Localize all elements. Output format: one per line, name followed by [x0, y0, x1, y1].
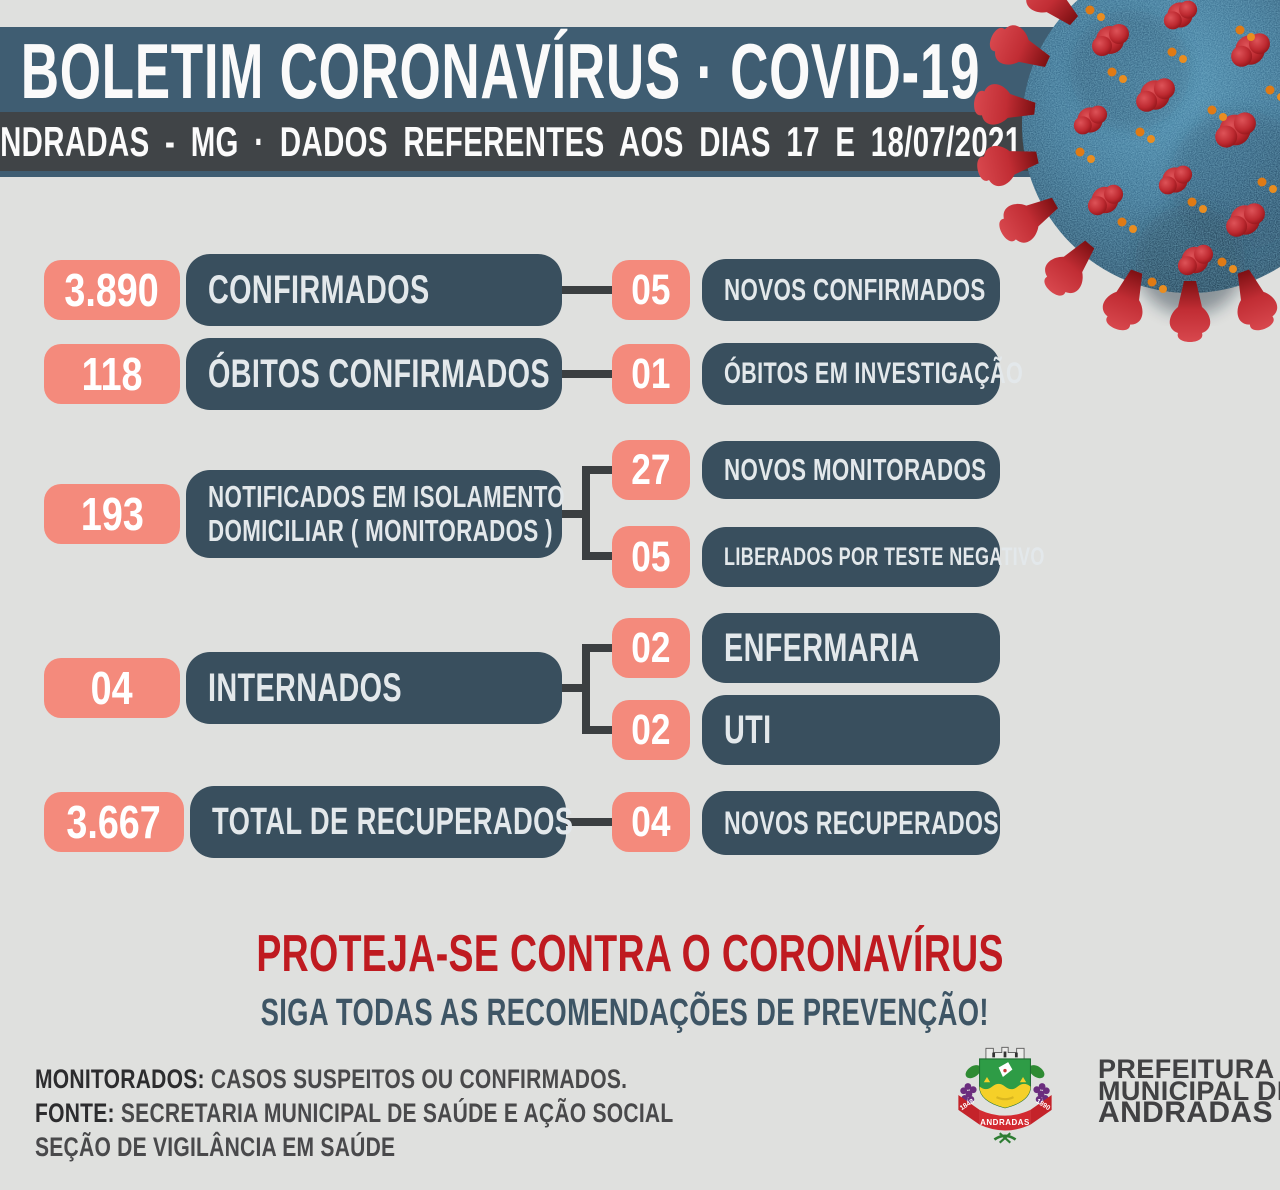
footer-notes: MONITORADOS: CASOS SUSPEITOS OU CONFIRMA… [35, 1062, 854, 1164]
obitos-investigacao-label: ÓBITOS EM INVESTIGAÇÃO [724, 357, 1024, 390]
bracket-monitorados-stub [558, 510, 590, 518]
bracket-monitorados-vertical [582, 466, 590, 560]
bracket-internados-bottom [582, 726, 614, 734]
connector-recuperados [562, 818, 616, 826]
obitos-label-pill: ÓBITOS CONFIRMADOS [186, 338, 562, 410]
confirmados-label-pill: CONFIRMADOS [186, 254, 562, 326]
monitorados-count: 193 [80, 488, 144, 540]
warning-subheading-text: SIGA TODAS AS RECOMENDAÇÕES DE PREVENÇÃO… [260, 992, 990, 1034]
city-hall-wordmark: PREFEITURA MUNICIPAL DE ANDRADAS [1098, 1054, 1280, 1129]
obitos-count: 118 [81, 348, 143, 400]
footer-fonte-text: SECRETARIA MUNICIPAL DE SAÚDE E AÇÃO SOC… [114, 1097, 674, 1128]
footer-line-monitorados: MONITORADOS: CASOS SUSPEITOS OU CONFIRMA… [35, 1062, 854, 1096]
obitos-investigacao-label-pill: ÓBITOS EM INVESTIGAÇÃO [702, 343, 1023, 405]
connector-confirmados [558, 286, 616, 294]
novos-monitorados-label: NOVOS MONITORADOS [724, 452, 987, 487]
liberados-label-pill: LIBERADOS POR TESTE NEGATIVO [702, 527, 1044, 587]
liberados-label: LIBERADOS POR TESTE NEGATIVO [724, 542, 1045, 571]
footer-fonte-label: FONTE: [35, 1097, 115, 1128]
recuperados-count-badge: 3.667 [44, 792, 184, 852]
confirmados-count: 3.890 [64, 264, 160, 316]
novos-monitorados-count: 27 [631, 445, 671, 494]
uti-label-pill: UTI [702, 695, 1000, 765]
footer-line-fonte: FONTE: SECRETARIA MUNICIPAL DE SAÚDE E A… [35, 1096, 854, 1130]
ribbon-name: ANDRADAS [980, 1118, 1030, 1127]
novos-recuperados-label: NOVOS RECUPERADOS [724, 804, 999, 841]
page-title-text: BOLETIM CORONAVÍRUS · COVID-19 [20, 26, 980, 115]
obitos-investigacao-count: 01 [631, 349, 671, 398]
uti-label: UTI [724, 707, 772, 752]
monitorados-label-line1: NOTIFICADOS EM ISOLAMENTO [208, 478, 566, 514]
page-title: BOLETIM CORONAVÍRUS · COVID-19 [0, 27, 1000, 115]
obitos-label: ÓBITOS CONFIRMADOS [208, 351, 550, 396]
recuperados-count: 3.667 [66, 796, 162, 848]
recuperados-label-pill: TOTAL DE RECUPERADOS [190, 786, 573, 858]
enfermaria-label-pill: ENFERMARIA [702, 613, 1000, 683]
novos-confirmados-count: 05 [631, 265, 671, 314]
wordmark-line3: ANDRADAS [1098, 1096, 1273, 1129]
recuperados-label: TOTAL DE RECUPERADOS [212, 800, 574, 843]
uti-count-badge: 02 [612, 700, 690, 760]
wordmark-line2: MUNICIPAL DE [1098, 1076, 1280, 1106]
uti-count: 02 [631, 705, 671, 754]
confirmados-count-badge: 3.890 [44, 260, 180, 320]
novos-recuperados-count: 04 [631, 797, 671, 846]
footer-line-secao: SEÇÃO DE VIGILÂNCIA EM SAÚDE [35, 1130, 854, 1164]
obitos-count-badge: 118 [44, 344, 180, 404]
enfermaria-label: ENFERMARIA [724, 625, 920, 670]
bracket-internados-stub [558, 684, 590, 692]
enfermaria-count: 02 [631, 623, 671, 672]
footer-monitorados-text: CASOS SUSPEITOS OU CONFIRMADOS. [204, 1063, 628, 1094]
connector-obitos [558, 370, 616, 378]
bracket-monitorados-top [582, 466, 614, 474]
warning-heading-text: PROTEJA-SE CONTRA O CORONAVÍRUS [256, 925, 1004, 983]
novos-monitorados-count-badge: 27 [612, 440, 690, 500]
bracket-monitorados-bottom [582, 552, 614, 560]
liberados-count: 05 [631, 532, 671, 581]
internados-label: INTERNADOS [208, 665, 403, 710]
bracket-internados-top [582, 644, 614, 652]
internados-label-pill: INTERNADOS [186, 652, 562, 724]
monitorados-count-badge: 193 [44, 484, 180, 544]
monitorados-label-line2: DOMICILIAR ( MONITORADOS ) [208, 513, 553, 548]
internados-count: 04 [91, 662, 133, 714]
footer-monitorados-label: MONITORADOS: [35, 1063, 205, 1094]
obitos-investigacao-count-badge: 01 [612, 344, 690, 404]
confirmados-label: CONFIRMADOS [208, 267, 430, 312]
coronavirus-image [972, 0, 1280, 342]
andradas-coat-of-arms: 1848 ANDRADAS 1890 [958, 1046, 1052, 1144]
novos-confirmados-label-pill: NOVOS CONFIRMADOS [702, 259, 1000, 321]
warning-heading: PROTEJA-SE CONTRA O CORONAVÍRUS [0, 924, 1260, 984]
liberados-count-badge: 05 [612, 526, 690, 588]
footer-secao-text: SEÇÃO DE VIGILÂNCIA EM SAÚDE [35, 1131, 396, 1162]
warning-subheading: SIGA TODAS AS RECOMENDAÇÕES DE PREVENÇÃO… [0, 992, 1250, 1035]
page-subtitle: ANDRADAS - MG · DADOS REFERENTES AOS DIA… [0, 114, 1021, 169]
novos-recuperados-label-pill: NOVOS RECUPERADOS [702, 791, 1000, 855]
wordmark-line1: PREFEITURA [1098, 1054, 1275, 1084]
novos-confirmados-count-badge: 05 [612, 260, 690, 320]
page-subtitle-text: ANDRADAS - MG · DADOS REFERENTES AOS DIA… [0, 117, 1022, 165]
monitorados-label-pill: NOTIFICADOS EM ISOLAMENTO DOMICILIAR ( M… [186, 470, 566, 558]
internados-count-badge: 04 [44, 658, 180, 718]
enfermaria-count-badge: 02 [612, 618, 690, 678]
novos-recuperados-count-badge: 04 [612, 792, 690, 852]
novos-confirmados-label: NOVOS CONFIRMADOS [724, 272, 986, 307]
novos-monitorados-label-pill: NOVOS MONITORADOS [702, 441, 1000, 499]
bracket-internados-vertical [582, 644, 590, 734]
